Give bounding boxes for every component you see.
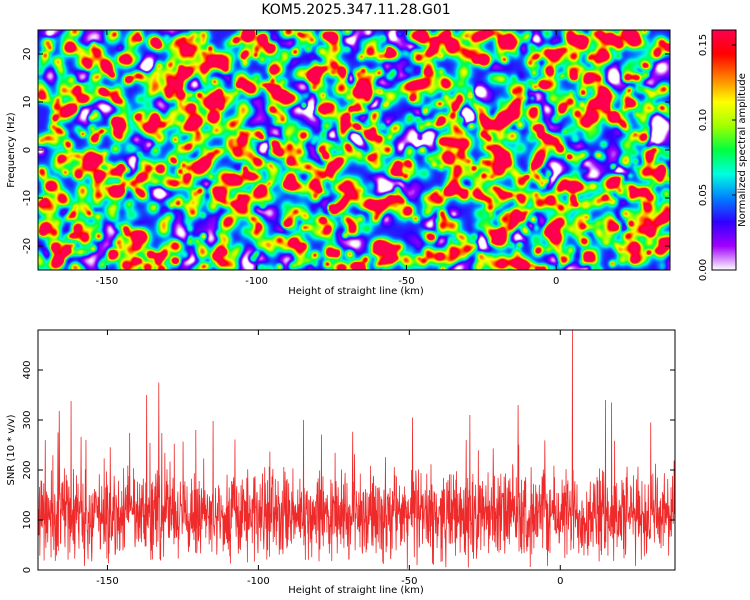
colorbar-tick-label: 0.15 bbox=[698, 34, 709, 56]
colorbar-tick-label: 0.00 bbox=[698, 259, 709, 281]
snr-panel: -150 -100 -50 0 0 100 200 300 400 Height of str… bbox=[6, 329, 676, 596]
colorbar-scale bbox=[711, 29, 737, 271]
heatmap-y-tick-label: -20 bbox=[22, 238, 33, 254]
snr-y-tick-label: 300 bbox=[22, 410, 33, 429]
colorbar-tick-label: 0.10 bbox=[698, 109, 709, 131]
snr-x-tick-label: -50 bbox=[401, 576, 417, 587]
heatmap-x-tick-label: -100 bbox=[245, 276, 268, 287]
heatmap-y-tick-label: 10 bbox=[22, 96, 33, 109]
snr-x-tick-label: -150 bbox=[96, 576, 119, 587]
heatmap-x-tick-label: -150 bbox=[96, 276, 119, 287]
snr-y-tick-label: 400 bbox=[22, 360, 33, 379]
colorbar-label: Normalized spectral amplitude bbox=[737, 73, 748, 227]
snr-series-line bbox=[38, 330, 675, 569]
heatmap-x-tick-label: -50 bbox=[398, 276, 414, 287]
snr-frame bbox=[37, 329, 676, 571]
snr-x-tick-label: -100 bbox=[247, 576, 270, 587]
snr-y-tick-label: 100 bbox=[22, 510, 33, 529]
colorbar-tick-label: 0.05 bbox=[698, 184, 709, 206]
snr-y-label: SNR (10 * v/v) bbox=[6, 414, 17, 485]
figure-title: KOM5.2025.347.11.28.G01 bbox=[261, 2, 450, 18]
heatmap-y-tick-label: 0 bbox=[22, 147, 33, 153]
colorbar: 0.00 0.05 0.10 0.15 Normalized spectral amp… bbox=[698, 29, 748, 281]
snr-y-tick-label: 200 bbox=[22, 460, 33, 479]
heatmap-y-tick-label: -10 bbox=[22, 190, 33, 206]
heatmap-y-tick-label: 20 bbox=[22, 48, 33, 61]
heatmap-image bbox=[38, 30, 670, 270]
heatmap-x-label: Height of straight line (km) bbox=[288, 286, 424, 297]
heatmap-x-tick-label: 0 bbox=[553, 276, 559, 287]
snr-x-label: Height of straight line (km) bbox=[288, 585, 424, 596]
snr-x-tick-label: 0 bbox=[557, 576, 563, 587]
heatmap-y-label: Frequency (Hz) bbox=[6, 112, 17, 188]
snr-y-tick-label: 0 bbox=[22, 567, 33, 573]
